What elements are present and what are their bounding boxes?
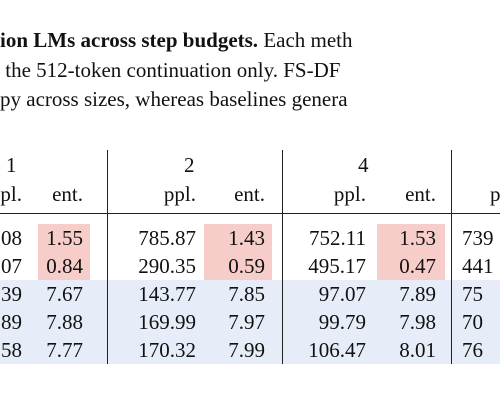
table-cell: 441	[462, 254, 494, 278]
group-header: 4	[358, 153, 369, 177]
baseline-shade	[0, 280, 500, 364]
column-header: ent.	[234, 182, 265, 206]
table-cell: 97.07	[318, 282, 366, 306]
caption-line: ion LMs across step budgets. Each meth	[0, 27, 353, 53]
caption-bold: ion LMs across step budgets.	[0, 28, 259, 52]
table-cell: 07	[1, 254, 22, 278]
table-cell: 0.84	[46, 254, 83, 278]
column-header: ent.	[405, 182, 436, 206]
highlight-cell	[377, 224, 445, 280]
table-cell: 75	[462, 282, 483, 306]
table-cell: 1.43	[228, 226, 265, 250]
table-cell: 7.77	[46, 338, 83, 362]
caption-line: the 512-token continuation only. FS-DF	[0, 57, 340, 83]
table-cell: 1.55	[46, 226, 83, 250]
table-cell: 1.53	[399, 226, 436, 250]
group-header: 2	[184, 153, 195, 177]
column-header: pl.	[0, 182, 22, 206]
caption-line: py across sizes, whereas baselines gener…	[0, 86, 348, 112]
caption-text: py across sizes, whereas baselines gener…	[0, 87, 348, 111]
caption-text: the 512-token continuation only. FS-DF	[0, 58, 341, 82]
table-cell: 89	[1, 310, 22, 334]
table-cell: 169.99	[138, 310, 196, 334]
table-cell: 08	[1, 226, 22, 250]
group-header: 1	[6, 153, 17, 177]
column-header: ppl.	[163, 182, 196, 206]
table-cell: 752.11	[309, 226, 366, 250]
column-header: p	[490, 182, 500, 206]
table-cell: 0.59	[228, 254, 265, 278]
table-cell: 143.77	[138, 282, 196, 306]
table-cell: 290.35	[138, 254, 196, 278]
table-cell: 7.99	[228, 338, 265, 362]
table-cell: 7.67	[46, 282, 83, 306]
table-cell: 739	[462, 226, 494, 250]
table-cell: 7.88	[46, 310, 83, 334]
header-rule	[0, 213, 500, 214]
table-cell: 39	[1, 282, 22, 306]
table-cell: 495.17	[308, 254, 366, 278]
column-rule	[107, 150, 108, 364]
highlight-cell	[38, 224, 90, 280]
table-cell: 7.85	[228, 282, 265, 306]
table-cell: 8.01	[399, 338, 436, 362]
column-header: ent.	[52, 182, 83, 206]
column-rule	[282, 150, 283, 364]
column-header: ppl.	[333, 182, 366, 206]
table-cell: 170.32	[138, 338, 196, 362]
table-cell: 76	[462, 338, 483, 362]
table-cell: 70	[462, 310, 483, 334]
table-cell: 106.47	[308, 338, 366, 362]
table-cell: 0.47	[399, 254, 436, 278]
table-cell: 785.87	[138, 226, 196, 250]
column-rule	[451, 150, 452, 364]
table-cell: 7.89	[399, 282, 436, 306]
table-cell: 99.79	[318, 310, 366, 334]
highlight-cell	[204, 224, 272, 280]
table-cell: 7.98	[399, 310, 436, 334]
caption-text: Each meth	[258, 28, 353, 52]
table-cell: 7.97	[228, 310, 265, 334]
table-cell: 58	[1, 338, 22, 362]
